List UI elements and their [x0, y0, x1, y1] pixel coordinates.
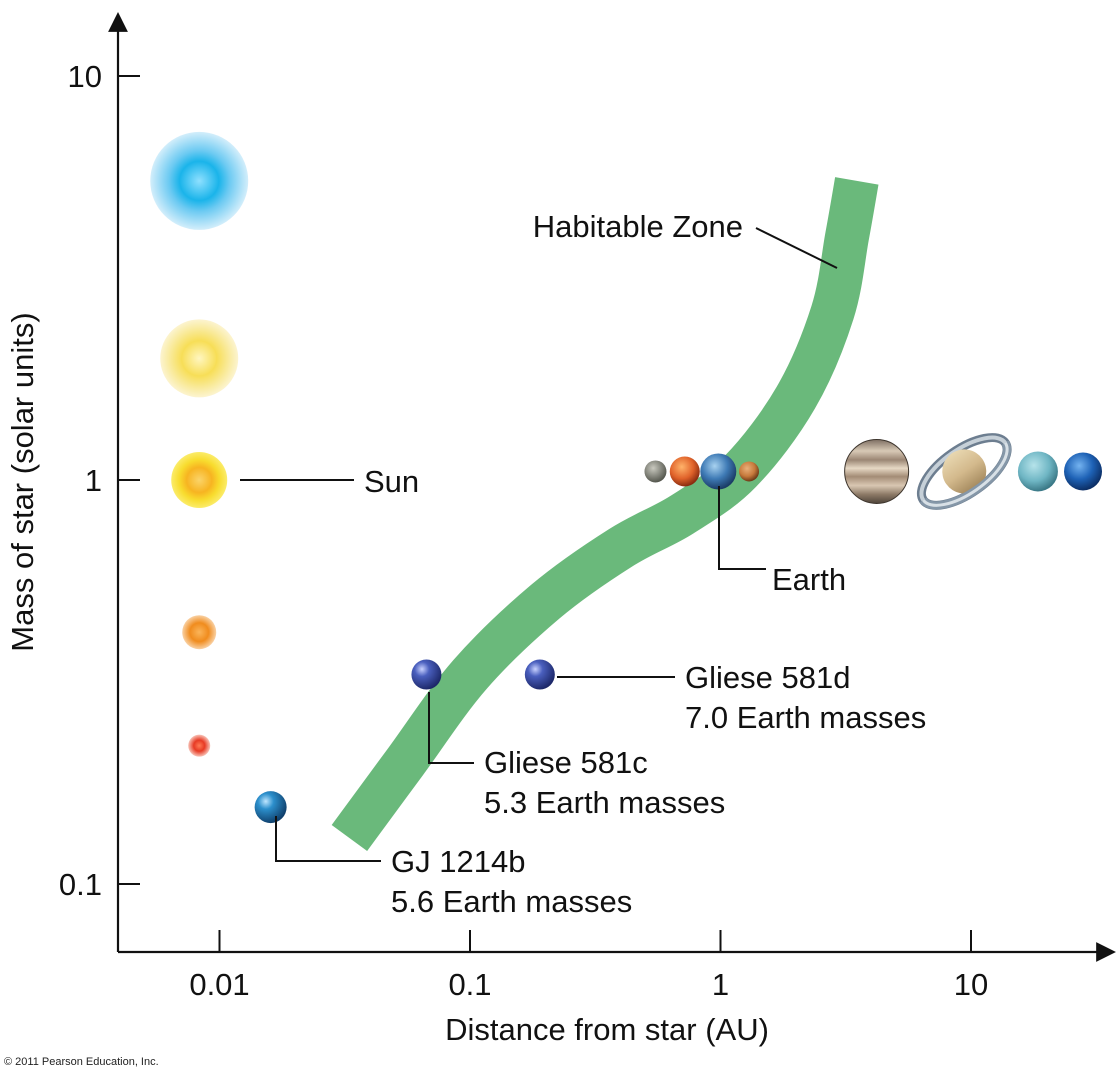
habitable-zone-label: Habitable Zone	[533, 209, 743, 244]
x-tick-label-10: 10	[954, 967, 988, 1002]
earth-leader	[718, 486, 766, 570]
yellow-white-star	[160, 319, 239, 398]
solar-system-planets	[644, 433, 1103, 510]
mercury-planet	[644, 460, 667, 483]
jupiter-planet	[844, 438, 910, 504]
gliese-581d-label-name: Gliese 581d	[685, 660, 850, 695]
orange-star	[182, 615, 217, 650]
habitable-zone-band	[331, 177, 879, 851]
saturn-planet	[916, 433, 1012, 510]
y-tick-label-0.1: 0.1	[59, 867, 102, 902]
uranus-planet	[1017, 451, 1058, 492]
x-axis-title: Distance from star (AU)	[445, 1012, 769, 1047]
x-tick-label-0.1: 0.1	[448, 967, 491, 1002]
x-tick-label-1: 1	[712, 967, 729, 1002]
gj-1214b-planet	[254, 791, 287, 824]
y-tick-label-10: 10	[68, 59, 102, 94]
copyright-notice: © 2011 Pearson Education, Inc.	[4, 1056, 159, 1068]
y-axis-ticks: 0.1 1 10	[59, 59, 140, 902]
earth-planet	[700, 453, 737, 490]
sun-star	[171, 452, 228, 508]
gliese-581c-leader	[428, 692, 474, 764]
habitable-zone-leader	[755, 227, 838, 269]
gliese-581c-label-mass: 5.3 Earth masses	[484, 785, 725, 820]
gliese-581c-label-name: Gliese 581c	[484, 745, 648, 780]
gj-1214b-label-mass: 5.6 Earth masses	[391, 884, 632, 919]
venus-planet	[669, 456, 700, 487]
earth-label: Earth	[772, 562, 846, 597]
red-star	[188, 734, 211, 757]
blue-star	[150, 131, 249, 230]
x-axis-ticks: 0.01 0.1 1 10	[189, 930, 988, 1002]
neptune-planet	[1064, 452, 1103, 491]
mars-planet	[739, 461, 760, 482]
exoplanets	[254, 659, 555, 824]
gj-1214b-label-name: GJ 1214b	[391, 844, 525, 879]
gliese-581c-planet	[411, 659, 442, 690]
stars-column	[150, 131, 249, 757]
y-tick-label-1: 1	[85, 463, 102, 498]
sun-label: Sun	[364, 464, 419, 499]
gj-1214b-leader	[275, 816, 381, 862]
y-axis-title: Mass of star (solar units)	[5, 312, 40, 651]
gliese-581d-label-mass: 7.0 Earth masses	[685, 700, 926, 735]
gliese-581d-planet	[524, 659, 555, 690]
x-tick-label-0.01: 0.01	[189, 967, 249, 1002]
